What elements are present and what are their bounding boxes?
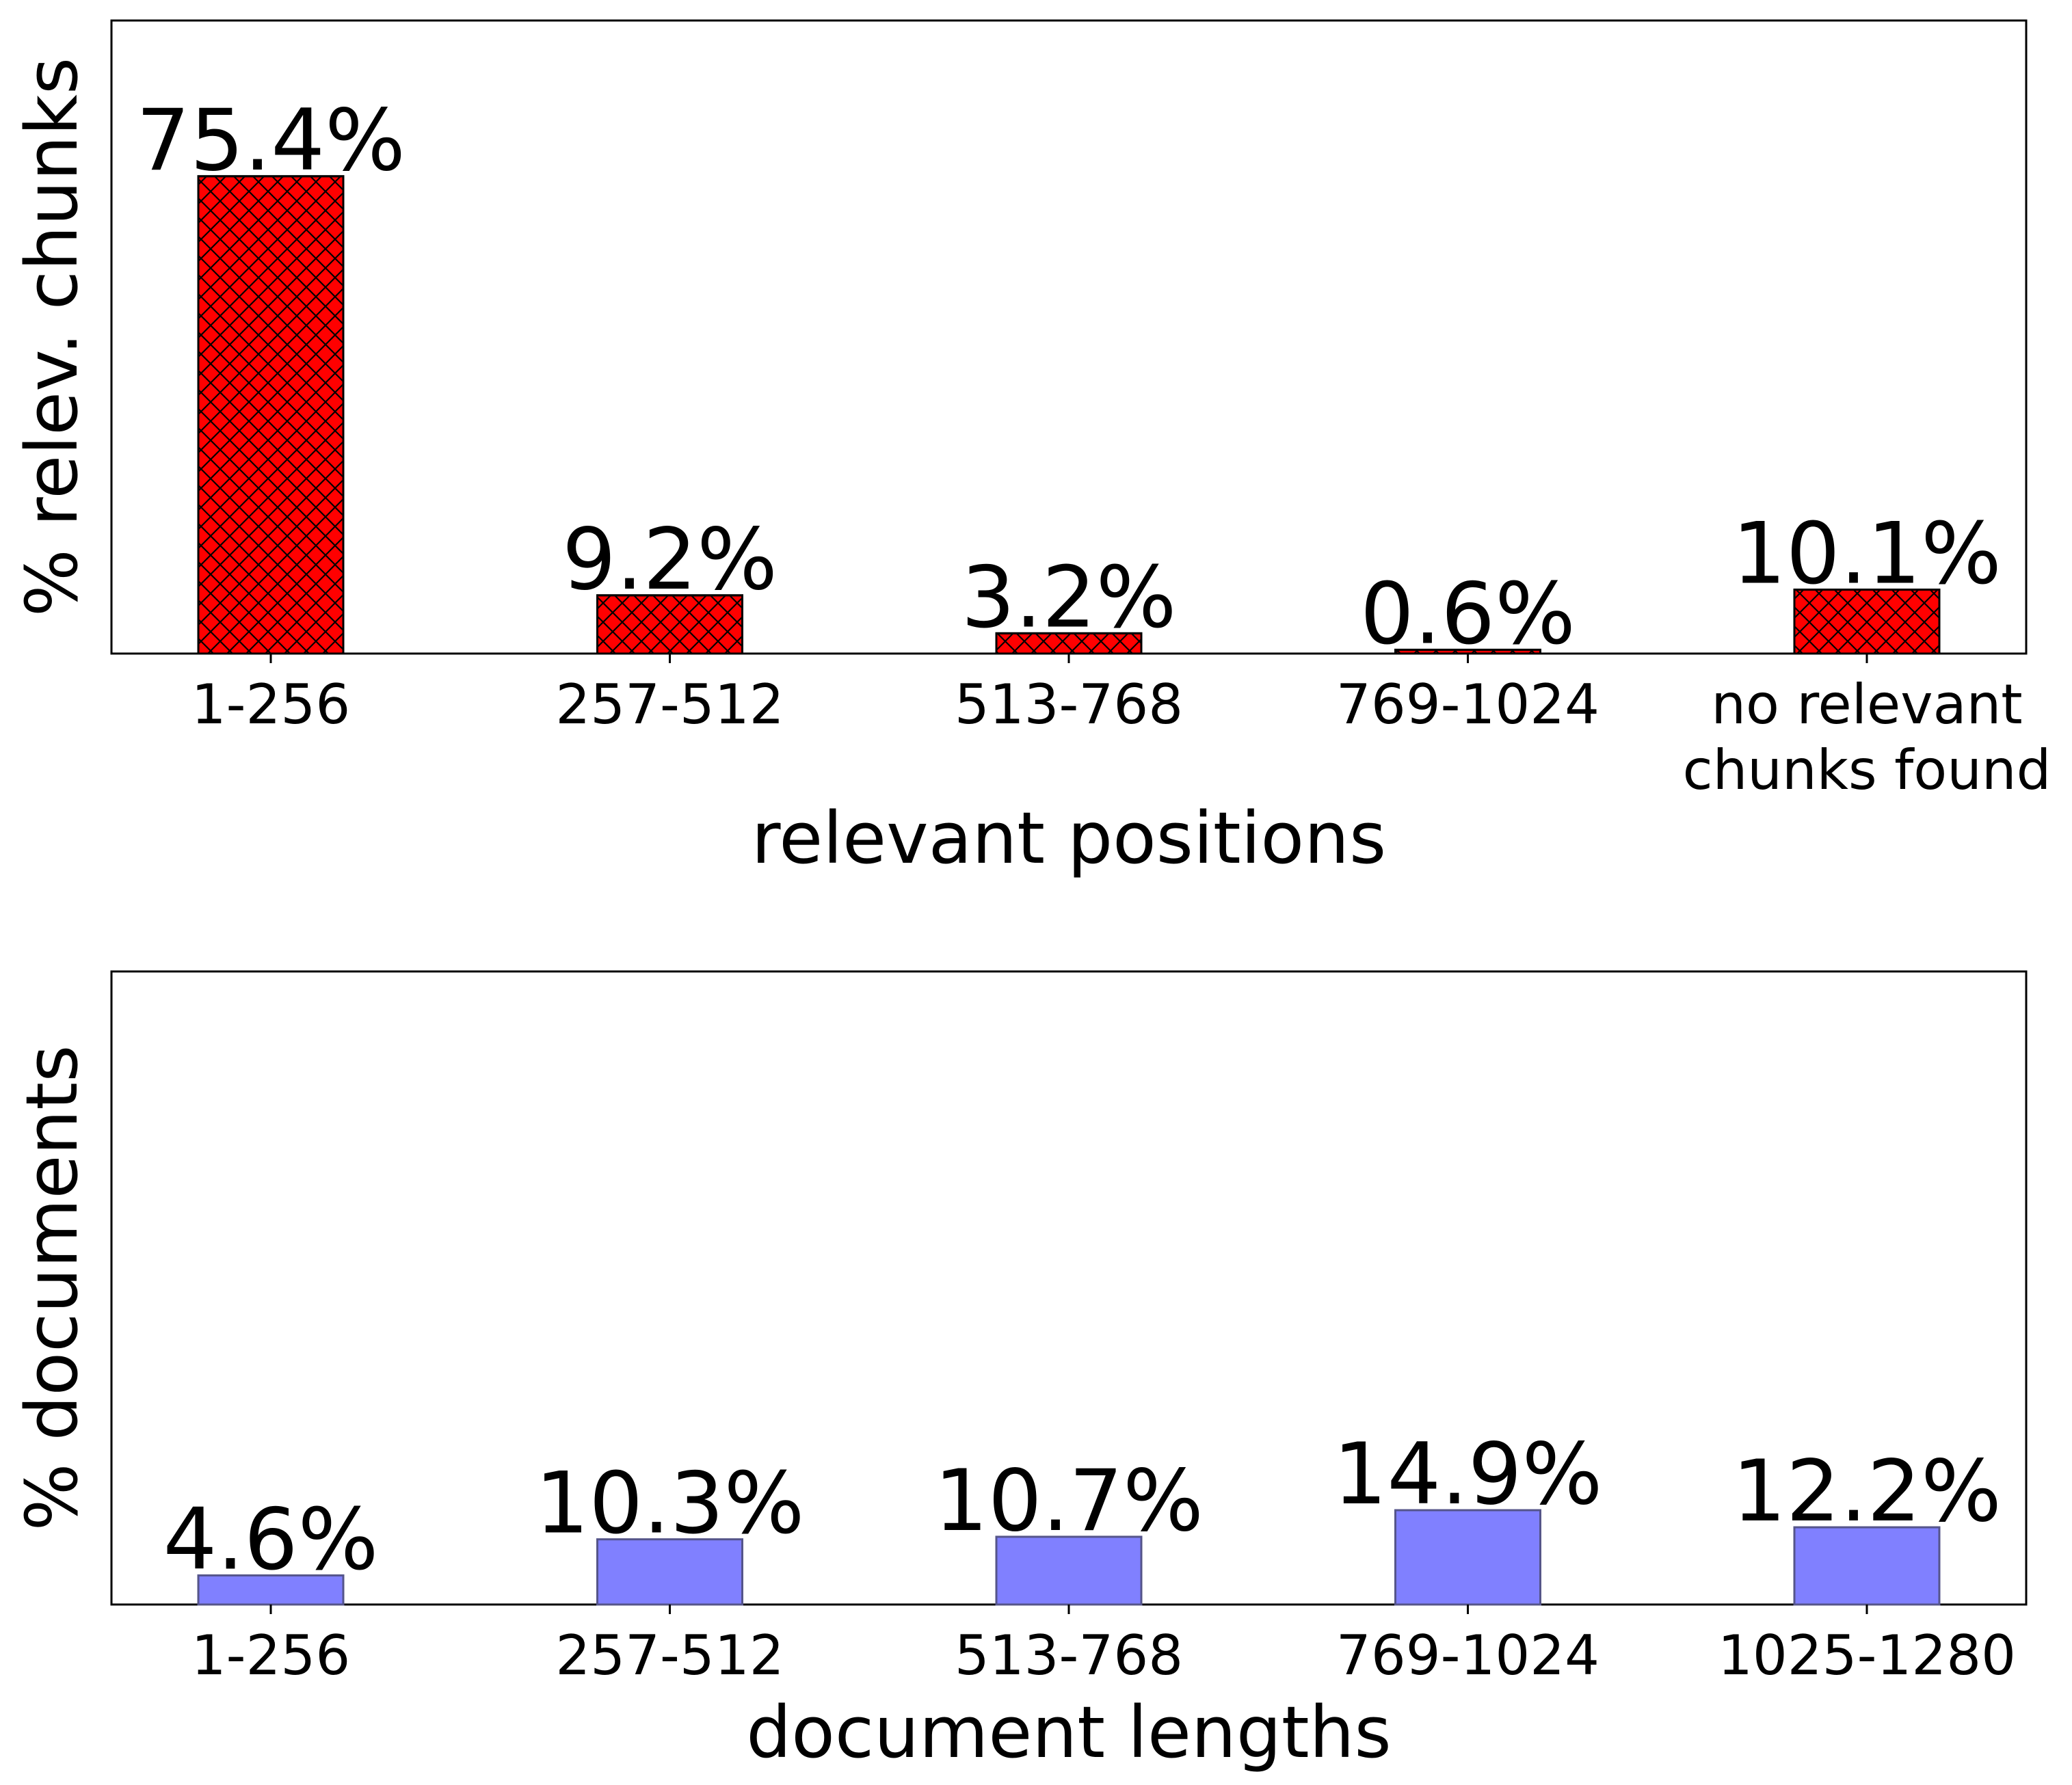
chart-relevant-positions: 75.4% 9.2% 3.2% 0.6% 10.1% 1-256 257-512 513-7… [10, 19, 2051, 880]
x-ticks-top: 1-256 257-512 513-768 769-1024 no relevant ch… [191, 654, 2051, 802]
x-tick-label-1: 257-512 [555, 673, 784, 736]
bar-hatch-1 [596, 594, 743, 655]
data-label-2: 10.7% [934, 1452, 1204, 1551]
x-tick-label-1: 257-512 [555, 1624, 784, 1687]
data-label-1: 9.2% [562, 511, 778, 609]
bar-bottom-3 [1394, 1509, 1541, 1606]
data-label-4: 12.2% [1732, 1442, 2002, 1541]
x-tick-label-0: 1-256 [191, 1624, 350, 1687]
data-label-0: 4.6% [163, 1490, 378, 1589]
x-axis-label-bottom: document lengths [746, 1691, 1391, 1774]
y-axis-label-top: % relev. chunks [10, 57, 94, 617]
x-tick-label-0: 1-256 [191, 673, 350, 736]
data-label-4: 10.1% [1732, 505, 2002, 603]
data-label-1: 10.3% [535, 1455, 805, 1553]
x-tick-label-3: 769-1024 [1336, 1624, 1599, 1687]
bar-bottom-1 [596, 1538, 743, 1606]
bars-bottom [197, 1509, 1941, 1606]
data-labels-top: 75.4% 9.2% 3.2% 0.6% 10.1% [136, 92, 2002, 664]
data-label-3: 14.9% [1333, 1425, 1603, 1524]
data-label-0: 75.4% [136, 92, 406, 190]
data-labels-bottom: 4.6% 10.3% 10.7% 14.9% 12.2% [163, 1425, 2001, 1589]
x-tick-label-2: 513-768 [955, 673, 1183, 736]
bar-bottom-2 [995, 1535, 1143, 1606]
x-tick-label-4: no relevant chunks found [1683, 673, 2051, 802]
bar-bottom-4 [1793, 1526, 1941, 1606]
bar-hatch-0 [197, 175, 345, 655]
data-label-3: 0.6% [1360, 565, 1576, 663]
x-tick-label-4: 1025-1280 [1718, 1624, 2016, 1687]
data-label-2: 3.2% [961, 548, 1176, 647]
x-ticks-bottom: 1-256 257-512 513-768 769-1024 1025-1280 [191, 1605, 2016, 1687]
chart-document-lengths: 4.6% 10.3% 10.7% 14.9% 12.2% 1-256 257-512 513… [10, 970, 2028, 1774]
bar-hatch-2 [995, 632, 1143, 655]
x-axis-label-top: relevant positions [752, 796, 1386, 880]
y-axis-label-bottom: % documents [10, 1045, 94, 1531]
bar-bottom-0 [197, 1574, 345, 1606]
x-tick-label-2: 513-768 [955, 1624, 1183, 1687]
x-tick-label-3: 769-1024 [1336, 673, 1599, 736]
bar-hatch-4 [1793, 588, 1941, 655]
